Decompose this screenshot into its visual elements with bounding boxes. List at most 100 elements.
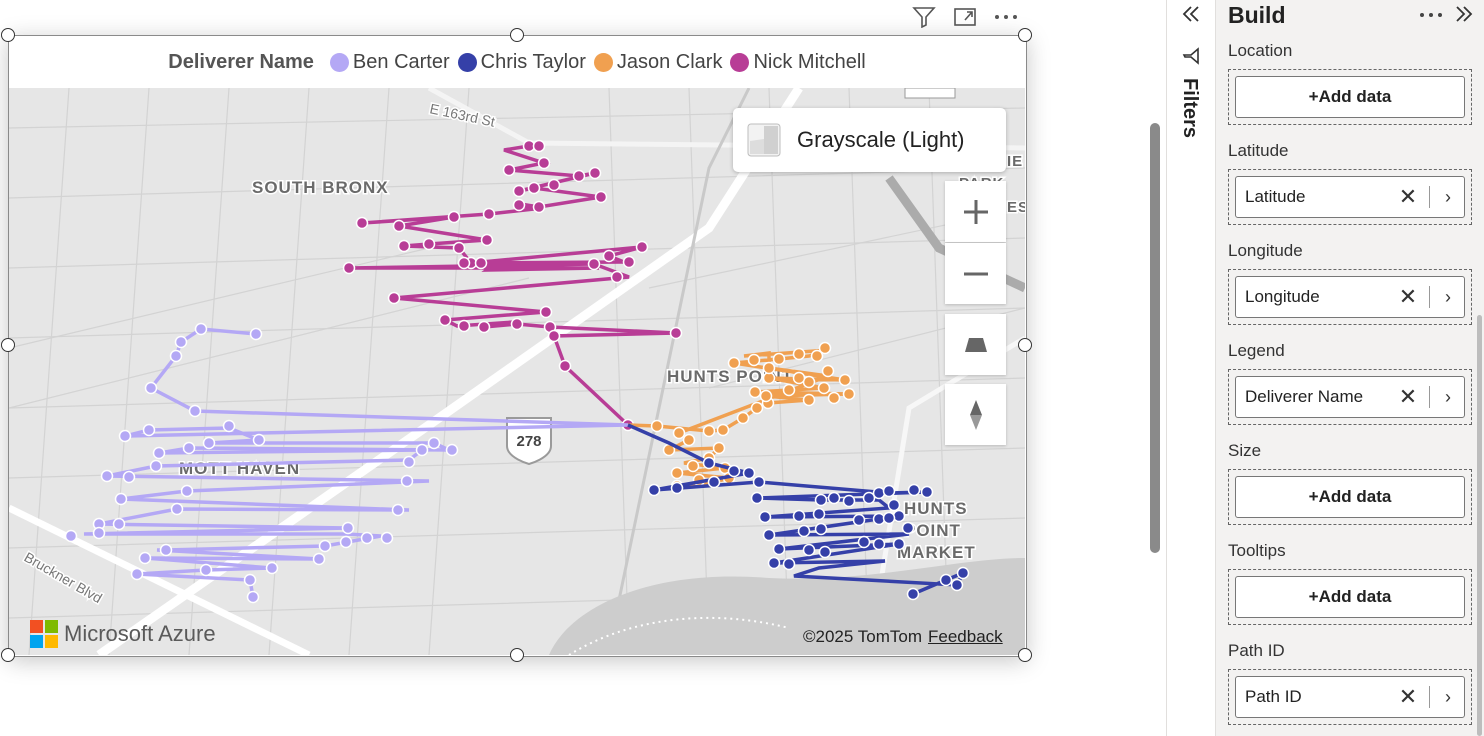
divider bbox=[1429, 686, 1430, 708]
well-label-path-id: Path ID bbox=[1228, 641, 1285, 660]
pitch-icon bbox=[964, 337, 987, 352]
build-pane: Build Location +Add data Latitude Latitu… bbox=[1215, 0, 1484, 736]
latitude-well[interactable]: Latitude ✕ › bbox=[1228, 169, 1472, 225]
more-options-icon[interactable] bbox=[993, 6, 1019, 28]
place-label-point: POINT bbox=[904, 521, 961, 540]
copyright-text: ©2025 TomTom bbox=[803, 627, 922, 646]
field-name: Deliverer Name bbox=[1245, 387, 1364, 406]
filter-icon bbox=[1182, 47, 1199, 65]
filters-label: Filters bbox=[1179, 78, 1201, 139]
map-style-label: Grayscale (Light) bbox=[797, 127, 965, 152]
microsoft-azure-logo: Microsoft Azure bbox=[30, 620, 216, 648]
map-style-picker[interactable]: Grayscale (Light) bbox=[733, 108, 1006, 172]
well-label-legend: Legend bbox=[1228, 341, 1285, 360]
map-canvas[interactable]: 278 SOUTH BRONX HUNTS POINT MOTT HAVEN H… bbox=[9, 88, 1025, 655]
legend-swatch bbox=[593, 52, 613, 72]
legend-item-chris-taylor[interactable]: Chris Taylor bbox=[457, 51, 586, 74]
compass-button[interactable] bbox=[945, 384, 1006, 445]
map-style-icon bbox=[747, 123, 781, 157]
zoom-in-button[interactable] bbox=[945, 181, 1006, 242]
resize-handle-right[interactable] bbox=[1018, 338, 1032, 352]
legend-title: Deliverer Name bbox=[168, 50, 314, 73]
size-well[interactable]: +Add data bbox=[1228, 469, 1472, 525]
place-label-ie: IE bbox=[1007, 153, 1023, 170]
tooltips-well[interactable]: +Add data bbox=[1228, 569, 1472, 625]
place-label-es: ES bbox=[1007, 199, 1025, 216]
resize-handle-top-right[interactable] bbox=[1018, 28, 1032, 42]
compass-icon bbox=[969, 399, 982, 430]
add-data-button[interactable]: +Add data bbox=[1235, 476, 1465, 518]
resize-handle-bottom-right[interactable] bbox=[1018, 648, 1032, 662]
well-label-size: Size bbox=[1228, 441, 1262, 460]
divider bbox=[1429, 186, 1430, 208]
path-ben-carter[interactable] bbox=[64, 322, 629, 604]
longitude-well[interactable]: Longitude ✕ › bbox=[1228, 269, 1472, 325]
place-label-market: MARKET bbox=[897, 543, 976, 562]
remove-field-icon[interactable]: ✕ bbox=[1398, 284, 1418, 309]
remove-field-icon[interactable]: ✕ bbox=[1398, 684, 1418, 709]
filter-icon[interactable] bbox=[911, 6, 937, 28]
map-attribution: ©2025 TomTom Feedback bbox=[803, 627, 1003, 647]
remove-field-icon[interactable]: ✕ bbox=[1398, 384, 1418, 409]
path-chris-taylor[interactable] bbox=[627, 423, 970, 601]
build-title: Build bbox=[1228, 2, 1286, 28]
place-label-south-bronx: SOUTH BRONX bbox=[252, 178, 389, 197]
interstate-278-shield-top bbox=[904, 88, 956, 99]
focus-mode-icon[interactable] bbox=[952, 6, 978, 28]
collapse-build-icon[interactable] bbox=[1454, 4, 1474, 24]
path-id-well[interactable]: Path ID ✕ › bbox=[1228, 669, 1472, 725]
field-pill-longitude[interactable]: Longitude ✕ › bbox=[1235, 276, 1465, 318]
legend-swatch bbox=[329, 52, 349, 72]
legend-swatch bbox=[457, 52, 477, 72]
field-name: Longitude bbox=[1245, 287, 1320, 306]
filters-pane-collapsed[interactable]: Filters bbox=[1166, 0, 1215, 736]
svg-text:278: 278 bbox=[516, 433, 541, 450]
well-label-longitude: Longitude bbox=[1228, 241, 1303, 260]
legend-item-jason-clark[interactable]: Jason Clark bbox=[593, 51, 722, 74]
resize-handle-left[interactable] bbox=[1, 338, 15, 352]
resize-handle-top-left[interactable] bbox=[1, 28, 15, 42]
legend: Deliverer Name Ben Carter Chris Taylor J… bbox=[9, 36, 1025, 88]
path-nick-mitchell[interactable] bbox=[342, 139, 683, 432]
field-pill-latitude[interactable]: Latitude ✕ › bbox=[1235, 176, 1465, 218]
interstate-278-shield: 278 bbox=[506, 417, 552, 466]
more-options-icon[interactable] bbox=[1418, 8, 1444, 22]
place-label-hunts: HUNTS bbox=[904, 499, 968, 518]
zoom-in-icon bbox=[963, 199, 988, 224]
legend-item-ben-carter[interactable]: Ben Carter bbox=[329, 51, 450, 74]
legend-swatch bbox=[730, 52, 750, 72]
resize-handle-bottom-left[interactable] bbox=[1, 648, 15, 662]
chevron-right-icon[interactable]: › bbox=[1445, 686, 1451, 707]
field-pill-deliverer-name[interactable]: Deliverer Name ✕ › bbox=[1235, 376, 1465, 418]
filters-label-wrap: Filters bbox=[1177, 78, 1205, 158]
well-label-latitude: Latitude bbox=[1228, 141, 1289, 160]
remove-field-icon[interactable]: ✕ bbox=[1398, 184, 1418, 209]
path-jason-clark[interactable] bbox=[627, 341, 856, 493]
microsoft-logo-icon bbox=[30, 620, 58, 648]
add-data-button[interactable]: +Add data bbox=[1235, 76, 1465, 118]
build-pane-scrollbar[interactable] bbox=[1477, 315, 1482, 736]
legend-well[interactable]: Deliverer Name ✕ › bbox=[1228, 369, 1472, 425]
well-label-tooltips: Tooltips bbox=[1228, 541, 1286, 560]
field-pill-path-id[interactable]: Path ID ✕ › bbox=[1235, 676, 1465, 718]
feedback-link[interactable]: Feedback bbox=[928, 627, 1003, 646]
azure-brand-text: Microsoft Azure bbox=[64, 621, 216, 646]
chevron-right-icon[interactable]: › bbox=[1445, 286, 1451, 307]
pitch-button[interactable] bbox=[945, 314, 1006, 375]
field-name: Path ID bbox=[1245, 687, 1302, 706]
divider bbox=[1429, 286, 1430, 308]
zoom-out-icon bbox=[963, 272, 988, 275]
expand-filters-icon[interactable] bbox=[1181, 4, 1201, 24]
resize-handle-bottom[interactable] bbox=[510, 648, 524, 662]
place-label-hunts-point: HUNTS POINT bbox=[667, 367, 793, 386]
chevron-right-icon[interactable]: › bbox=[1445, 186, 1451, 207]
zoom-out-button[interactable] bbox=[945, 243, 1006, 304]
legend-item-nick-mitchell[interactable]: Nick Mitchell bbox=[730, 51, 866, 74]
location-well[interactable]: +Add data bbox=[1228, 69, 1472, 125]
ferry-route bbox=[568, 616, 790, 655]
add-data-button[interactable]: +Add data bbox=[1235, 576, 1465, 618]
canvas-scrollbar[interactable] bbox=[1150, 123, 1160, 553]
resize-handle-top[interactable] bbox=[510, 28, 524, 42]
chevron-right-icon[interactable]: › bbox=[1445, 386, 1451, 407]
field-name: Latitude bbox=[1245, 187, 1306, 206]
